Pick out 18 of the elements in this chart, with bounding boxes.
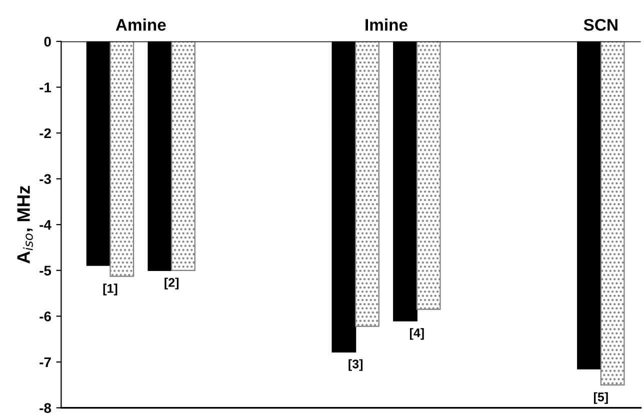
y-tick-label: -1 <box>40 82 52 92</box>
x-tick-label: [1] <box>103 284 118 296</box>
x-tick-label: [3] <box>348 359 363 371</box>
y-axis-title: A$_{iso}$, MHz <box>17 186 33 264</box>
y-tick-label: -7 <box>40 357 51 368</box>
y-tick-label: -6 <box>40 312 51 322</box>
x-tick-label: [2] <box>164 278 179 290</box>
y-tick-label: 0 <box>44 36 51 47</box>
text: Imine <box>366 18 408 31</box>
y-tick-label: -4 <box>40 220 52 230</box>
y-tick-label: -5 <box>40 266 52 276</box>
x-tick-label: [4] <box>410 328 424 340</box>
text: SCN <box>584 18 618 31</box>
y-tick-label: -3 <box>40 174 51 184</box>
y-tick-label: -2 <box>40 128 51 138</box>
text: Amine <box>116 18 166 31</box>
y-tick-label: -8 <box>40 403 52 413</box>
x-tick-label: [5] <box>594 392 608 404</box>
